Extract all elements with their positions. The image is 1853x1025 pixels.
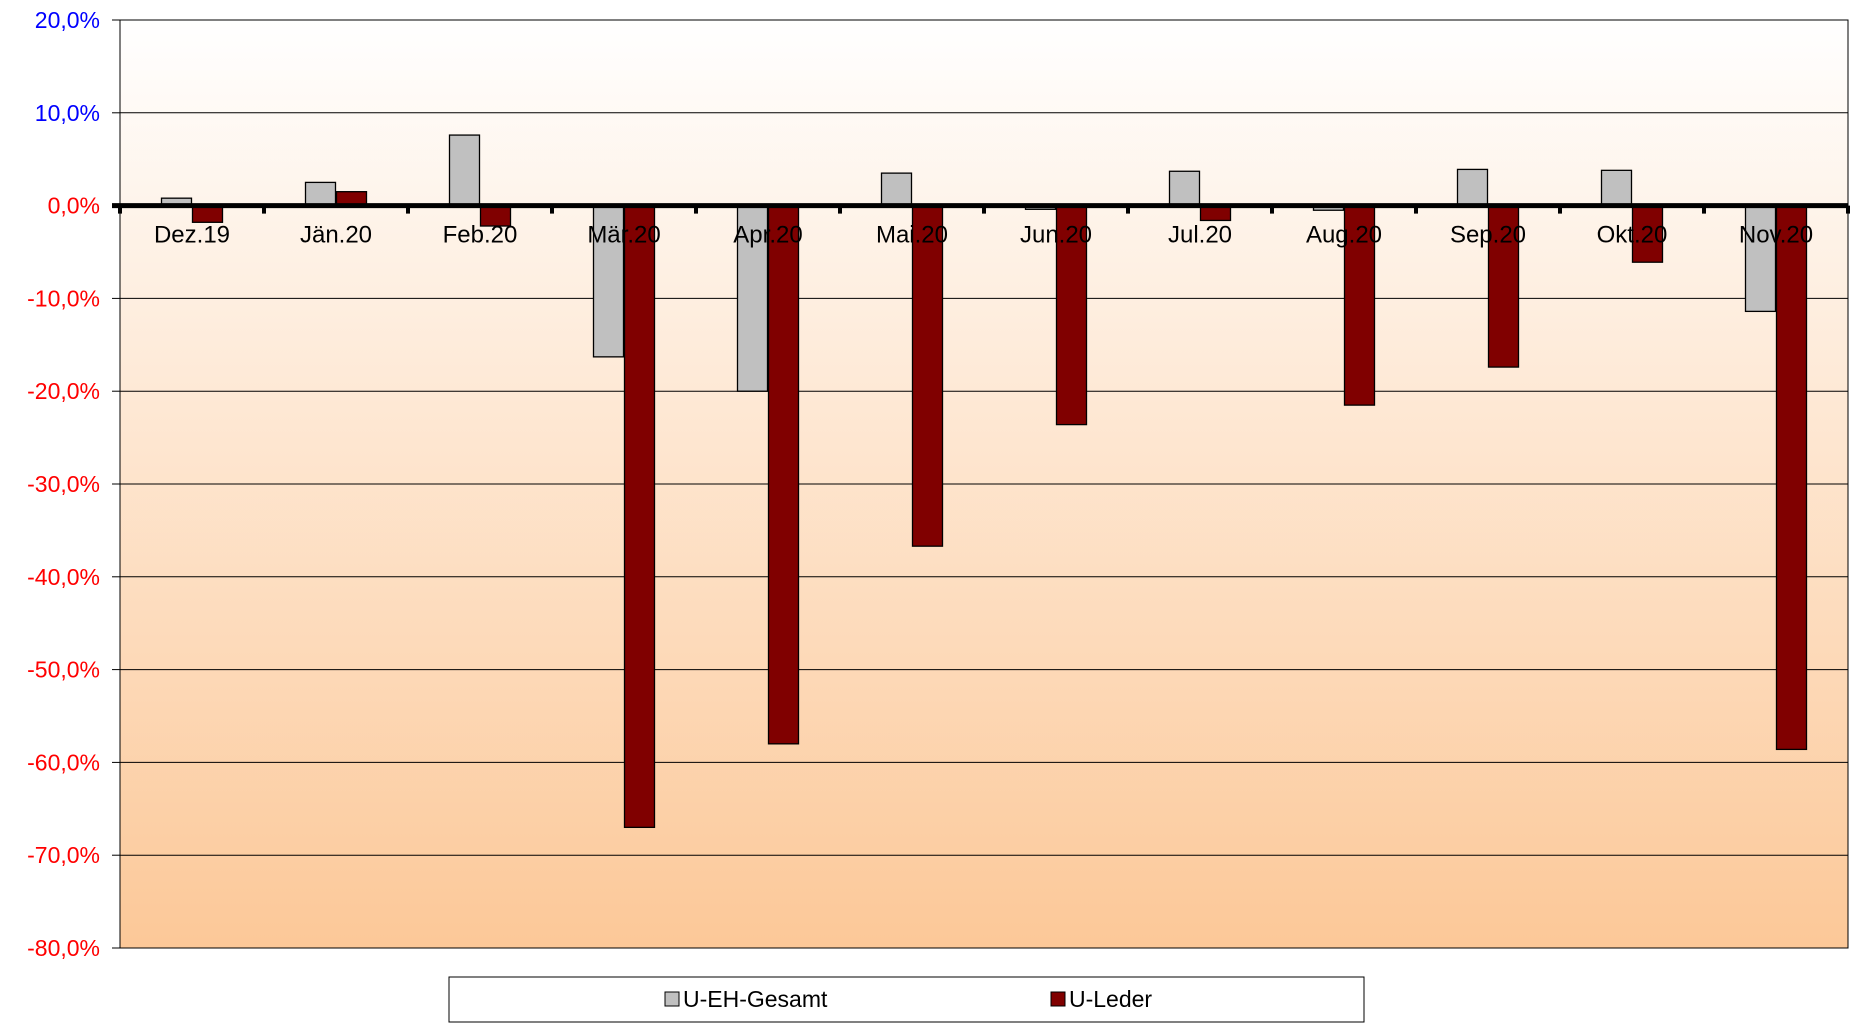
x-category-label: Okt.20 — [1597, 222, 1668, 249]
y-tick-label: -20,0% — [27, 378, 100, 404]
x-category-label: Feb.20 — [443, 222, 518, 249]
legend-label-u-eh-gesamt: U-EH-Gesamt — [683, 986, 828, 1012]
legend: U-EH-Gesamt U-Leder — [448, 976, 1365, 1023]
bar-u-eh-gesamt-9 — [1456, 168, 1489, 207]
gridlines — [120, 19, 1848, 949]
bar-u-eh-gesamt-10 — [1600, 169, 1633, 207]
zero-axis — [112, 203, 1850, 214]
y-tick-label: -40,0% — [27, 564, 100, 590]
y-tick-label: -80,0% — [27, 935, 100, 961]
legend-label-u-leder: U-Leder — [1069, 986, 1152, 1012]
bar-u-leder-11 — [1775, 204, 1808, 751]
x-category-label: Apr.20 — [733, 222, 802, 249]
bar-u-leder-5 — [911, 204, 944, 547]
y-tick-label: -30,0% — [27, 471, 100, 497]
bar-u-eh-gesamt-1 — [304, 181, 337, 207]
bars — [160, 134, 1808, 829]
x-category-label: Jul.20 — [1168, 222, 1232, 249]
y-axis-ticks: 20,0% 10,0% 0,0% -10,0% -20,0% -30,0% -40,0% -5… — [27, 7, 120, 961]
legend-box — [448, 976, 1365, 1023]
y-tick-label: -10,0% — [27, 285, 100, 311]
y-tick-label: -70,0% — [27, 842, 100, 868]
x-category-label: Jän.20 — [300, 222, 372, 249]
x-category-label: Jun.20 — [1020, 222, 1092, 249]
x-category-label: Mär.20 — [587, 222, 660, 249]
bar-u-leder-4 — [767, 204, 800, 745]
bar-u-eh-gesamt-3 — [592, 204, 625, 358]
y-tick-label: -50,0% — [27, 657, 100, 683]
y-tick-label: -60,0% — [27, 749, 100, 775]
category-labels: Dez.19 Jän.20 Feb.20 Mär.20 Apr.20 Mai.20 Jun.… — [154, 222, 1813, 249]
y-tick-label: 10,0% — [35, 100, 100, 126]
legend-swatch-u-leder — [1050, 991, 1066, 1007]
bar-u-eh-gesamt-5 — [880, 172, 913, 207]
bar-u-eh-gesamt-7 — [1168, 170, 1201, 207]
x-category-label: Sep.20 — [1450, 222, 1526, 249]
bar-u-eh-gesamt-4 — [736, 204, 769, 392]
legend-swatch-u-eh-gesamt — [664, 991, 680, 1007]
bar-u-eh-gesamt-11 — [1744, 204, 1777, 313]
x-category-label: Nov.20 — [1739, 222, 1813, 249]
y-tick-label: 0,0% — [48, 193, 100, 219]
x-category-label: Mai.20 — [876, 222, 948, 249]
bar-u-leder-3 — [623, 204, 656, 829]
bar-u-leder-0 — [191, 204, 224, 223]
bar-u-eh-gesamt-2 — [448, 134, 481, 207]
x-category-label: Aug.20 — [1306, 222, 1382, 249]
bar-u-leder-9 — [1487, 204, 1520, 368]
x-category-label: Dez.19 — [154, 222, 230, 249]
y-tick-label: 20,0% — [35, 7, 100, 33]
